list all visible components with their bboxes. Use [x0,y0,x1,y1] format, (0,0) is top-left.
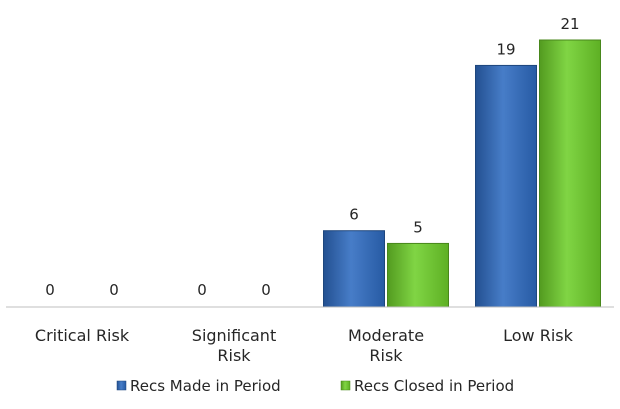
data-labels-layer: 0 0 0 0 6 5 19 21 [45,15,579,299]
category-labels-layer: Critical Risk Significant Risk Moderate Risk… [35,326,574,365]
bar-made-3 [475,64,537,308]
category-label-3: Low Risk [503,326,573,345]
category-label-1: Significant Risk [192,326,276,365]
legend-label-0: Recs Made in Period [130,377,281,395]
legend-swatch-1 [340,380,351,391]
data-label-closed-1: 0 [261,281,271,299]
bar-made-2 [323,230,385,308]
data-label-made-2: 6 [349,206,359,224]
bar-closed-2 [387,242,449,308]
data-label-made-3: 19 [496,40,515,58]
category-label-2: Moderate Risk [348,326,424,365]
data-label-closed-2: 5 [413,218,423,236]
bars-layer [323,39,601,308]
bar-closed-3 [539,39,601,308]
legend-label-1: Recs Closed in Period [354,377,514,395]
legend-swatch-0 [116,380,127,391]
legend: Recs Made in Period Recs Closed in Period [116,377,514,395]
data-label-closed-3: 21 [560,15,579,33]
data-label-made-0: 0 [45,281,55,299]
data-label-made-1: 0 [197,281,207,299]
data-label-closed-0: 0 [109,281,119,299]
category-label-0: Critical Risk [35,326,130,345]
